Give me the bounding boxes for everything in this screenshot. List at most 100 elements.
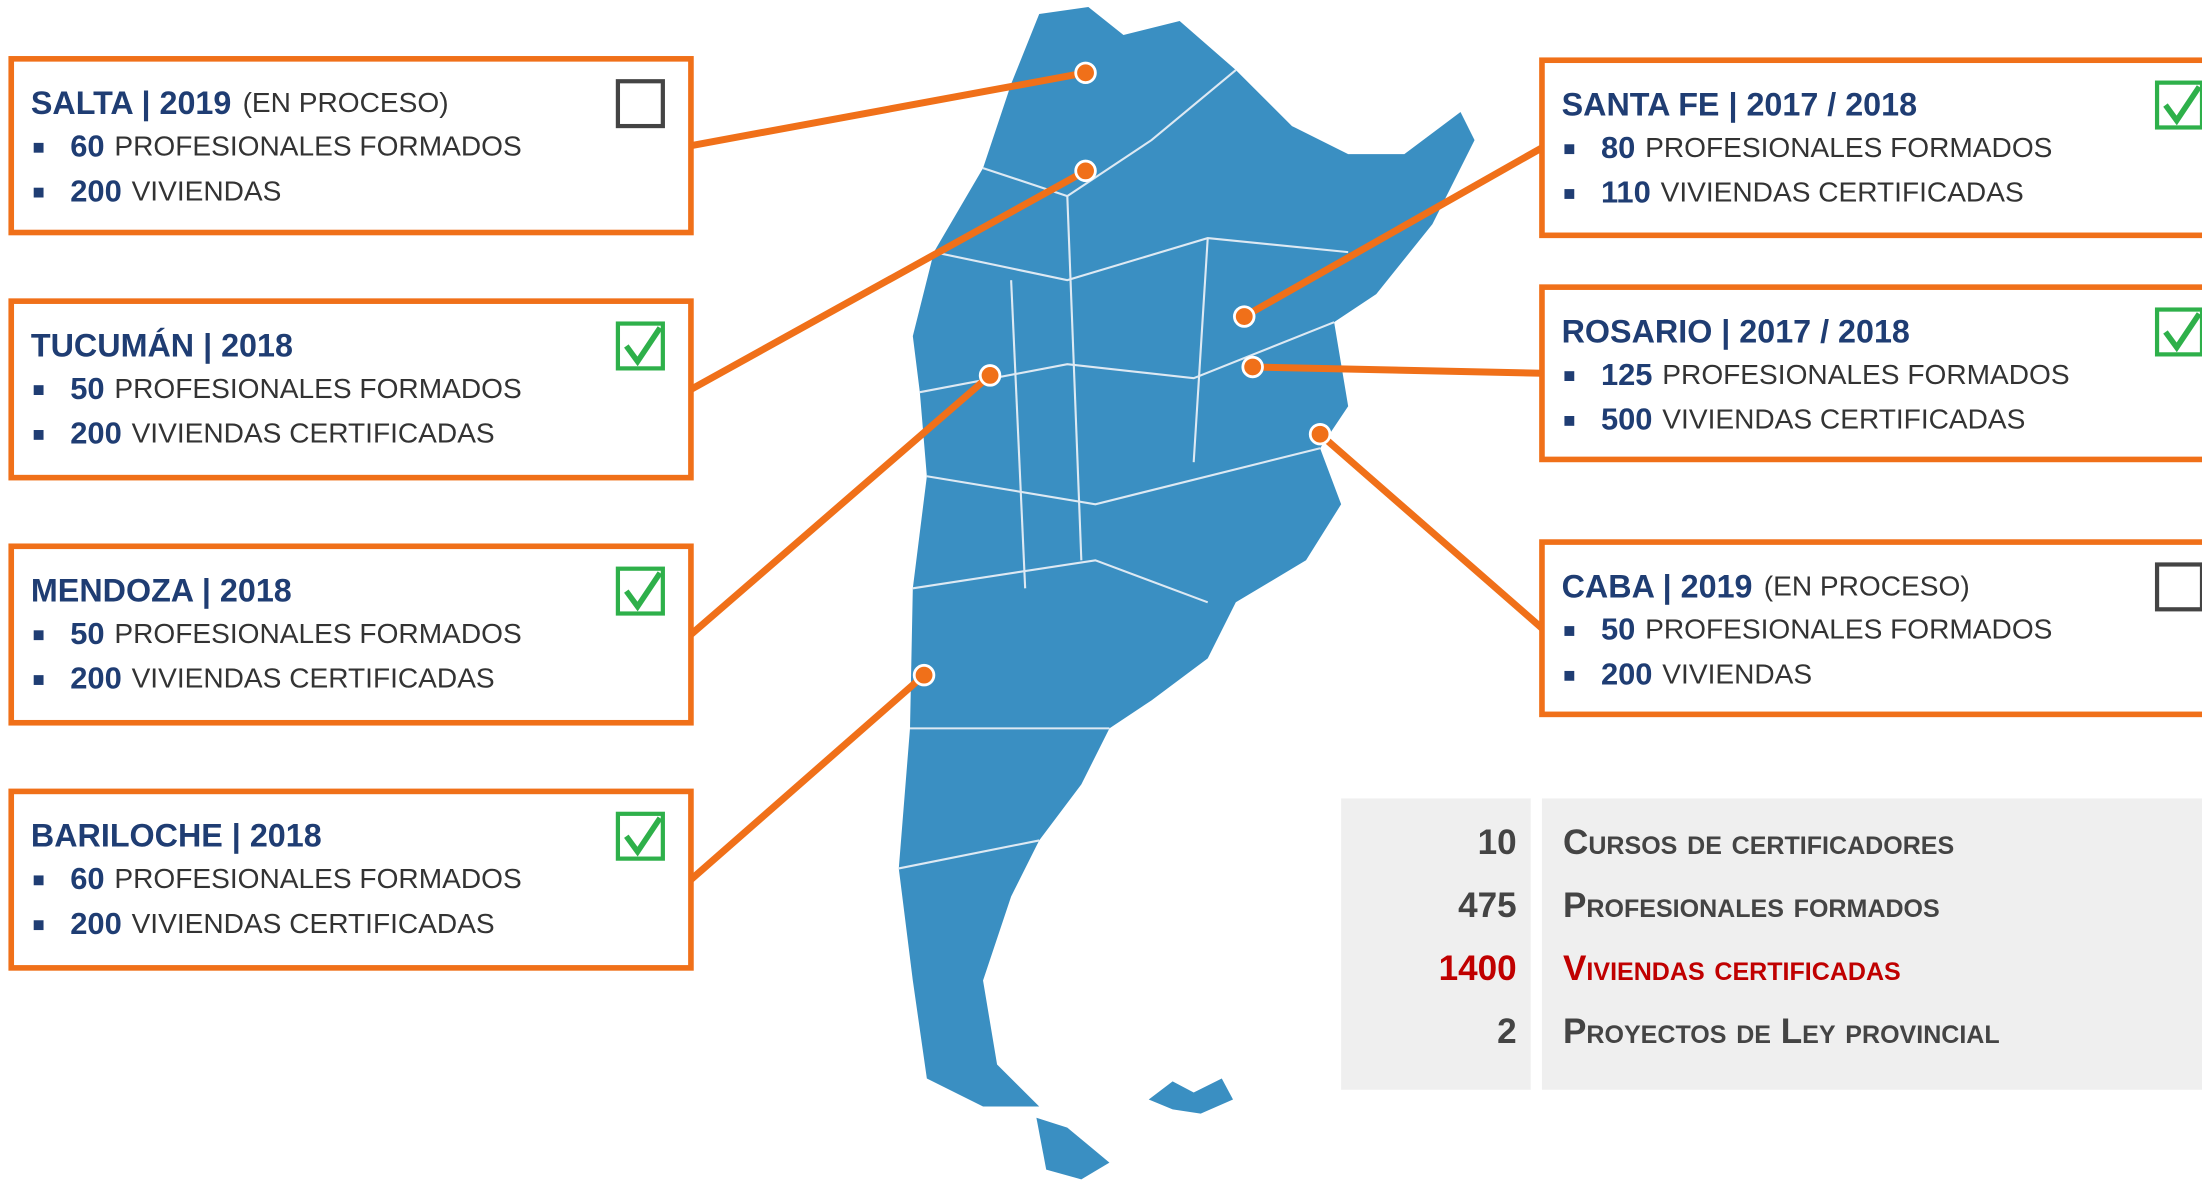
malvinas: [1148, 1078, 1234, 1114]
summary-number: 475: [1458, 886, 1517, 925]
card-item: 50 PROFESIONALES FORMADOS: [70, 616, 521, 651]
card-item: 200 VIVIENDAS CERTIFICADAS: [70, 416, 494, 451]
bullet: [33, 142, 44, 153]
item-number: 200: [1601, 657, 1653, 692]
connector: [689, 167, 1088, 393]
connector-dot: [978, 364, 1002, 387]
card-item: 60 PROFESIONALES FORMADOS: [70, 861, 521, 896]
bullet: [33, 187, 44, 198]
item-number: 60: [70, 129, 104, 164]
item-number: 200: [70, 173, 122, 208]
map: [898, 7, 1475, 1180]
card-heading: SANTA FE | 2017 / 2018: [1562, 86, 1917, 122]
argentina-map: [898, 7, 1475, 1107]
item-text: PROFESIONALES FORMADOS: [114, 373, 521, 404]
summary-label: Viviendas certificadas: [1563, 949, 1901, 988]
card-box: [8, 298, 694, 481]
bullet: [1564, 626, 1575, 636]
summary-number: 2: [1497, 1012, 1517, 1051]
item-text: PROFESIONALES FORMADOS: [1645, 614, 2052, 645]
card-box: [1539, 284, 2202, 463]
card: CABA | 2019 (EN PROCESO) 50 PROFESIONALES F…: [1539, 539, 2202, 718]
item-text: VIVIENDAS CERTIFICADAS: [1661, 177, 2024, 208]
card-item: 200 VIVIENDAS CERTIFICADAS: [70, 906, 494, 941]
bullet: [1564, 371, 1575, 381]
summary-label: Cursos de certificadores: [1563, 823, 1954, 862]
connector-dot: [912, 663, 936, 687]
summary-label: Proyectos de Ley provincial: [1563, 1012, 2000, 1051]
card-item: 60 PROFESIONALES FORMADOS: [70, 129, 521, 164]
card-item: 125 PROFESIONALES FORMADOS: [1601, 357, 2070, 392]
summary-number: 1400: [1439, 949, 1517, 988]
checkmark: [2163, 312, 2202, 353]
card-heading: BARILOCHE | 2018: [31, 817, 322, 853]
checkmark: [624, 816, 663, 857]
connectors: [688, 61, 1545, 883]
item-number: 200: [70, 416, 122, 451]
card-item: 50 PROFESIONALES FORMADOS: [70, 371, 521, 406]
connector-dot: [1074, 61, 1097, 85]
card: SALTA | 2019 (EN PROCESO) 60 PROFESIONALES …: [8, 56, 694, 236]
item-text: PROFESIONALES FORMADOS: [114, 131, 521, 162]
item-number: 200: [70, 661, 122, 696]
summary-number-cell: [1341, 798, 1531, 1090]
connector: [688, 672, 927, 883]
card-item: 50 PROFESIONALES FORMADOS: [1601, 612, 2052, 647]
item-text: VIVIENDAS CERTIFICADAS: [132, 663, 495, 694]
card: MENDOZA | 2018 50 PROFESIONALES FORMADOS 20…: [8, 543, 694, 726]
card-item: 110 VIVIENDAS CERTIFICADAS: [1601, 175, 2024, 210]
card-box: [8, 56, 694, 236]
bullet: [33, 385, 44, 395]
checkmark: [624, 326, 663, 367]
connector: [688, 372, 993, 638]
item-text: PROFESIONALES FORMADOS: [114, 618, 521, 649]
connector-dot: [1074, 159, 1097, 183]
bullet: [1564, 189, 1575, 199]
bullet: [33, 920, 44, 931]
connector: [1317, 431, 1545, 631]
item-number: 110: [1601, 175, 1651, 210]
item-text: VIVIENDAS CERTIFICADAS: [132, 908, 495, 939]
card-item: 200 VIVIENDAS: [1601, 657, 1812, 692]
connector-dot: [1308, 423, 1332, 446]
card-heading: ROSARIO | 2017 / 2018: [1562, 313, 1910, 349]
item-number: 50: [70, 616, 104, 651]
connector-dot: [1233, 305, 1256, 328]
card-note: (EN PROCESO): [1764, 571, 1970, 602]
card-heading: MENDOZA | 2018: [31, 572, 292, 608]
bullet: [33, 430, 44, 440]
card-item: 80 PROFESIONALES FORMADOS: [1601, 130, 2052, 165]
card-box: [8, 788, 694, 971]
item-number: 50: [70, 371, 104, 406]
card-box: [1539, 57, 2202, 239]
bullet: [33, 630, 44, 641]
item-number: 500: [1601, 402, 1653, 437]
card: BARILOCHE | 2018 60 PROFESIONALES FORMADOS…: [8, 788, 694, 971]
card-title: CABA | 2019: [1562, 568, 1753, 604]
bullet: [33, 875, 44, 886]
summary: 10 Cursos de certificadores 475 Profesional…: [1341, 798, 2202, 1090]
item-text: PROFESIONALES FORMADOS: [1662, 359, 2069, 390]
item-number: 60: [70, 861, 104, 896]
card: SANTA FE | 2017 / 2018 80 PROFESIONALES FO…: [1539, 57, 2202, 239]
card-item: 500 VIVIENDAS CERTIFICADAS: [1601, 402, 2025, 437]
card-item: 200 VIVIENDAS: [70, 173, 281, 208]
card-title: MENDOZA | 2018: [31, 572, 292, 608]
item-text: PROFESIONALES FORMADOS: [114, 863, 521, 894]
item-text: VIVIENDAS CERTIFICADAS: [132, 418, 495, 449]
card-box: [8, 543, 694, 726]
checkmark: [2163, 85, 2202, 126]
item-number: 125: [1601, 357, 1653, 392]
card-title: SALTA | 2019: [31, 85, 231, 121]
bullet: [33, 675, 44, 685]
summary-label-cell: [1541, 798, 2202, 1090]
connector: [1252, 363, 1543, 377]
item-text: VIVIENDAS: [132, 176, 282, 207]
item-number: 80: [1601, 130, 1635, 165]
summary-label: Profesionales formados: [1563, 886, 1940, 925]
bullet: [1564, 670, 1575, 681]
card-title: BARILOCHE | 2018: [31, 817, 322, 853]
province-borders: [898, 69, 1349, 870]
card-heading: SALTA | 2019 (EN PROCESO): [31, 85, 449, 121]
